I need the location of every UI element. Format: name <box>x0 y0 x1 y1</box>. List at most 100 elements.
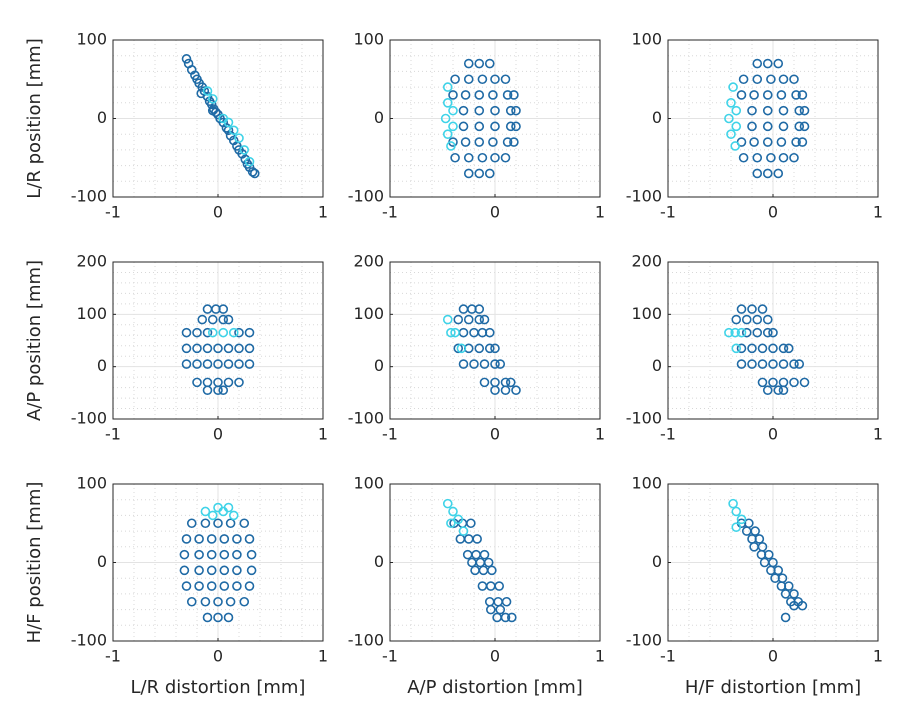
x-tick-label: -1 <box>382 647 398 666</box>
point <box>474 304 485 314</box>
point <box>192 343 202 354</box>
point <box>780 612 791 623</box>
point <box>472 534 482 544</box>
point <box>244 327 255 338</box>
point <box>747 304 757 314</box>
point <box>484 327 495 338</box>
point <box>736 327 747 338</box>
point <box>762 168 773 179</box>
axes-box <box>667 39 879 198</box>
point <box>219 581 230 591</box>
point <box>450 327 460 338</box>
point <box>750 526 760 536</box>
point <box>181 534 192 544</box>
y-tick-label: -100 <box>71 631 107 650</box>
point <box>246 549 257 560</box>
point <box>207 105 218 116</box>
point <box>479 377 490 388</box>
point <box>200 518 211 529</box>
point <box>477 74 488 85</box>
point <box>223 359 234 369</box>
point <box>741 314 752 325</box>
point <box>509 137 519 147</box>
point <box>490 121 500 132</box>
axes-box <box>667 261 879 420</box>
x-tick-label: 1 <box>873 647 883 666</box>
y-tick-label: 100 <box>631 304 662 323</box>
axes-box <box>112 483 324 642</box>
point <box>218 327 229 338</box>
point <box>757 304 768 314</box>
x-tick-label: 0 <box>490 203 500 222</box>
point <box>490 359 500 369</box>
point <box>752 58 763 69</box>
point <box>200 506 211 517</box>
point <box>488 90 498 100</box>
point <box>442 98 453 108</box>
point <box>446 141 456 151</box>
point <box>505 377 516 388</box>
point <box>495 604 506 615</box>
point <box>223 343 234 354</box>
point <box>202 385 213 396</box>
point <box>440 113 451 124</box>
y-tick-label: -100 <box>71 187 107 206</box>
point <box>505 121 516 132</box>
point <box>773 58 784 69</box>
point <box>799 105 810 116</box>
point <box>752 327 763 338</box>
point <box>458 526 469 536</box>
point <box>502 90 513 100</box>
point <box>442 314 453 325</box>
point <box>762 90 773 100</box>
point <box>246 565 257 576</box>
point <box>511 385 521 396</box>
point <box>202 86 213 96</box>
point <box>453 343 464 354</box>
x-tick-label: -1 <box>660 647 676 666</box>
point <box>747 121 757 132</box>
point <box>490 343 500 354</box>
point <box>511 121 521 132</box>
point <box>223 612 234 623</box>
point <box>797 137 808 147</box>
point <box>736 304 747 314</box>
point <box>768 327 778 338</box>
point <box>446 518 456 529</box>
point <box>754 534 765 544</box>
point <box>194 534 204 544</box>
y-tick-label: 100 <box>76 474 107 493</box>
x-axis-label: A/P distortion [mm] <box>407 677 583 698</box>
x-tick-label: -1 <box>105 425 121 444</box>
y-tick-label: 0 <box>97 108 107 127</box>
point <box>456 343 467 354</box>
y-tick-label: 100 <box>631 474 662 493</box>
point <box>762 385 773 396</box>
point <box>206 534 217 544</box>
x-tick-label: 0 <box>490 425 500 444</box>
point <box>218 314 229 325</box>
x-tick-label: 0 <box>213 425 223 444</box>
x-tick-label: -1 <box>105 203 121 222</box>
x-axis-label: H/F distortion [mm] <box>685 677 861 698</box>
point <box>448 506 458 517</box>
point <box>181 343 192 354</box>
point <box>219 565 230 576</box>
point <box>490 74 500 85</box>
point <box>773 565 784 576</box>
y-tick-label: -100 <box>348 631 384 650</box>
point <box>202 359 213 369</box>
point <box>219 549 230 560</box>
x-tick-label: 0 <box>768 425 778 444</box>
point <box>206 565 217 576</box>
point <box>789 589 799 599</box>
point <box>762 105 773 116</box>
point <box>479 314 490 325</box>
x-tick-label: 0 <box>213 203 223 222</box>
y-tick-label: 100 <box>353 474 384 493</box>
point <box>234 343 244 354</box>
point <box>232 534 242 544</box>
point <box>757 377 768 388</box>
x-tick-label: 0 <box>768 647 778 666</box>
point <box>218 304 229 314</box>
